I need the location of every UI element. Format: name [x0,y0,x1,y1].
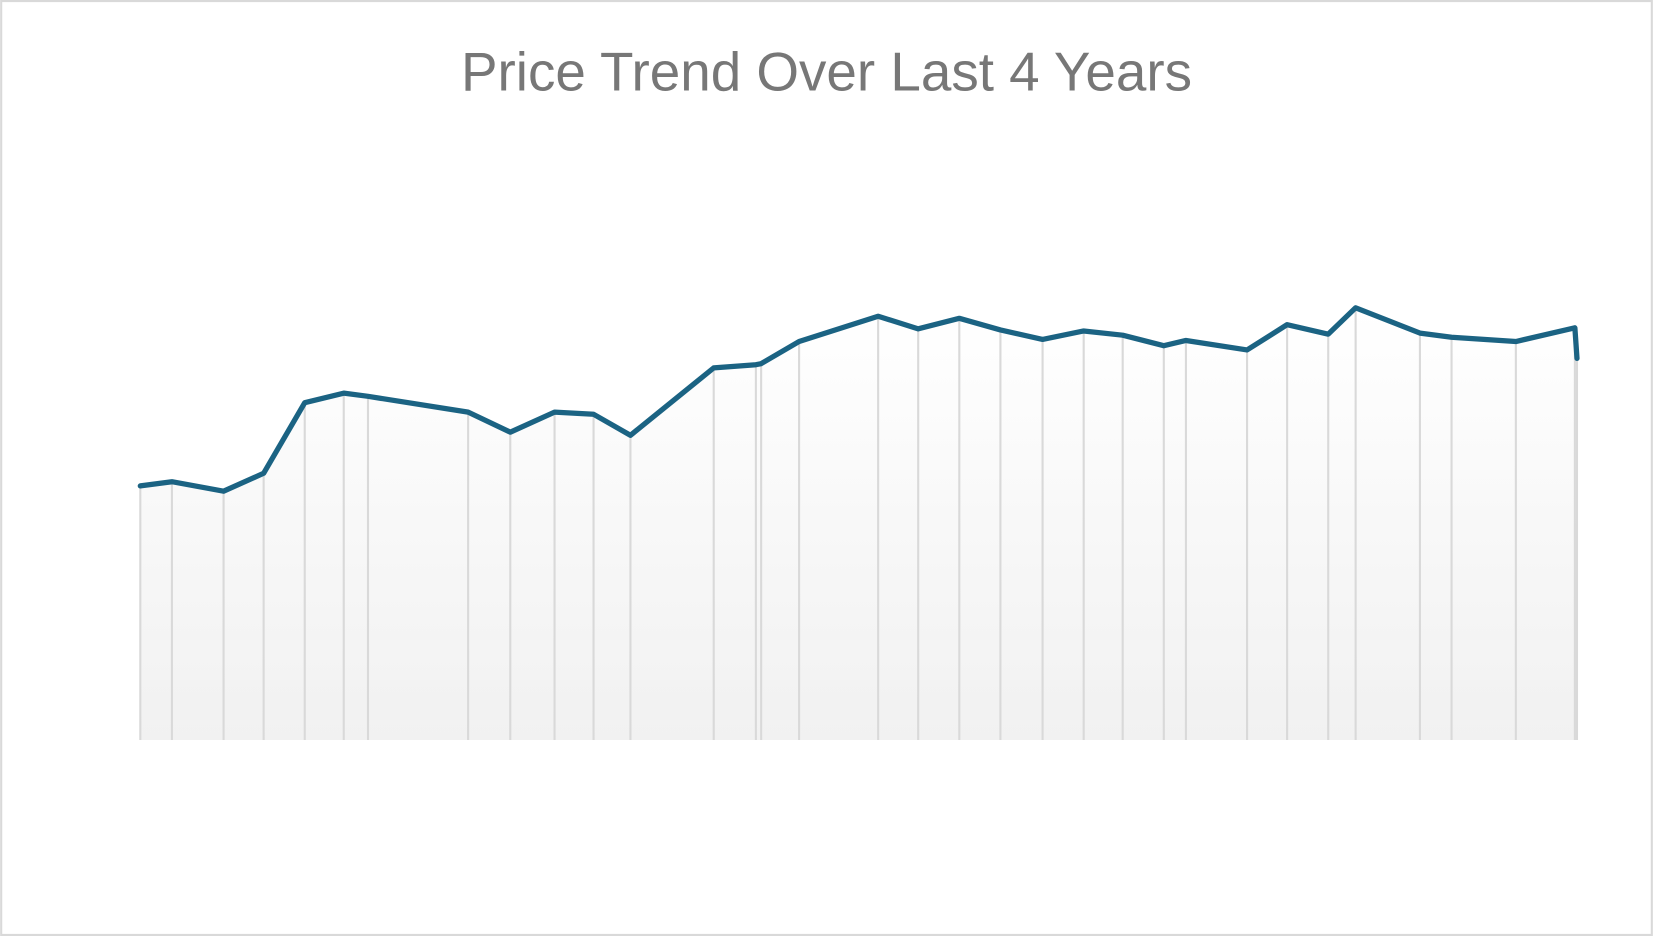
area-fill [140,307,1577,740]
price-line [137,305,1580,494]
chart-title: Price Trend Over Last 4 Years [461,40,1192,102]
